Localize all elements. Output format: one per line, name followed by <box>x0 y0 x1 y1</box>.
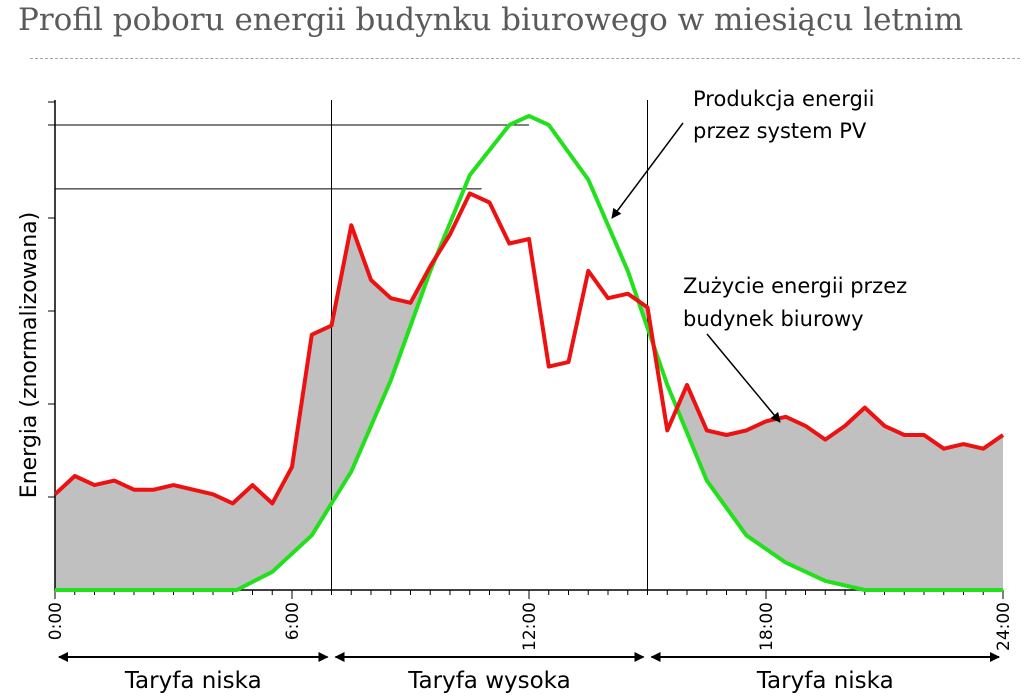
x-tick-label: 18:00 <box>757 602 777 651</box>
x-tick-label: 0:00 <box>46 602 66 640</box>
tariff-label-1: Taryfa niska <box>124 668 262 694</box>
page-title: Profil poboru energii budynku biurowego … <box>18 2 964 38</box>
x-tick-label: 24:00 <box>994 602 1014 651</box>
tariff-label-2: Taryfa wysoka <box>407 668 570 694</box>
pv-production-line <box>55 113 1003 592</box>
consumption-annotation-arrow <box>706 333 781 423</box>
tariff-label-3: Taryfa niska <box>756 668 894 694</box>
x-tick-label: 12:00 <box>520 602 540 651</box>
x-tick-label: 6:00 <box>283 602 303 640</box>
pv-annotation-arrow <box>611 122 684 219</box>
consumption-annotation-line1: Zużycie energii przez <box>683 274 907 298</box>
pv-annotation-line1: Produkcja energii <box>693 87 874 111</box>
title-separator <box>30 58 1020 59</box>
consumption-line <box>53 191 1005 506</box>
consumption-annotation-line2: budynek biurowy <box>683 307 864 331</box>
surplus-consumption-area <box>55 193 1003 590</box>
y-axis-label: Energia (znormalizowana) <box>17 212 42 498</box>
pv-annotation-line2: przez system PV <box>693 119 867 143</box>
